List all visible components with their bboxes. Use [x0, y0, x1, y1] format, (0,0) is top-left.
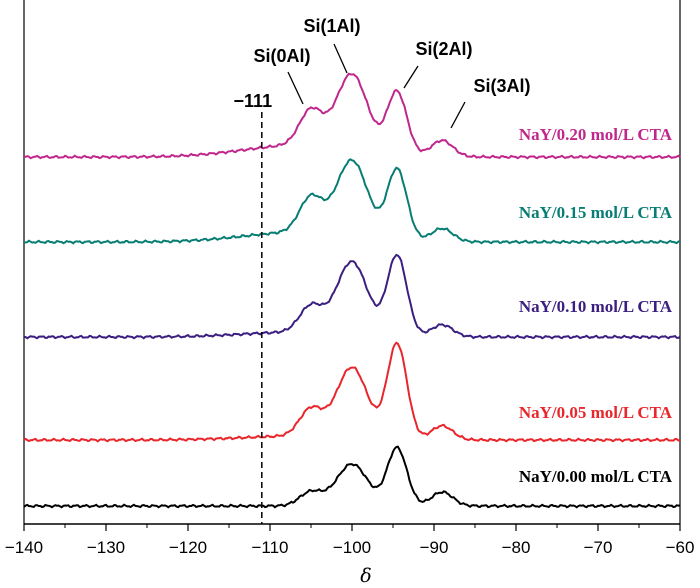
- peak-leader-line: [287, 71, 304, 105]
- x-tick-label: −140: [5, 538, 43, 557]
- spectrum-line: [23, 253, 681, 340]
- spectra-curves: [23, 72, 681, 509]
- series-label: NaY/0.20 mol/L CTA: [519, 125, 673, 144]
- peak-leader-line: [333, 43, 348, 74]
- x-tick-label: −100: [333, 538, 371, 557]
- series-label: NaY/0.05 mol/L CTA: [519, 403, 673, 422]
- spectrum-line: [23, 158, 681, 245]
- x-axis: −140 −130 −120 −110 −100 −90 −80 −70 −60: [5, 523, 695, 557]
- x-tick-label: −130: [87, 538, 125, 557]
- series-label: NaY/0.00 mol/L CTA: [519, 467, 673, 486]
- x-tick-label: −120: [169, 538, 207, 557]
- series-label: NaY/0.15 mol/L CTA: [519, 203, 673, 222]
- peak-annotations: −111 Si(0Al) Si(1Al) Si(2Al)Si(3Al): [234, 16, 531, 524]
- x-tick-label: −80: [502, 538, 531, 557]
- x-tick-label: −90: [420, 538, 449, 557]
- spectrum-line: [23, 445, 681, 509]
- peak-label: Si(0Al): [253, 46, 310, 66]
- peak-leader-line: [450, 101, 466, 129]
- peak-label: Si(3Al): [473, 76, 530, 96]
- spectrum-line: [23, 341, 681, 443]
- series-labels: NaY/0.00 mol/L CTA NaY/0.05 mol/L CTA NaY/…: [519, 125, 673, 486]
- x-tick-label: −70: [584, 538, 613, 557]
- series-label: NaY/0.10 mol/L CTA: [519, 297, 673, 316]
- x-axis-title: δ: [360, 565, 371, 587]
- spectrum-line: [23, 72, 681, 160]
- plot-area: [23, 0, 681, 524]
- x-tick-label: −110: [251, 538, 288, 557]
- peak-label: Si(2Al): [415, 39, 472, 59]
- x-tick-label: −60: [666, 538, 695, 557]
- reference-line-label: −111: [234, 91, 273, 111]
- peak-leader-line: [403, 65, 419, 89]
- peak-label: Si(1Al): [303, 16, 360, 36]
